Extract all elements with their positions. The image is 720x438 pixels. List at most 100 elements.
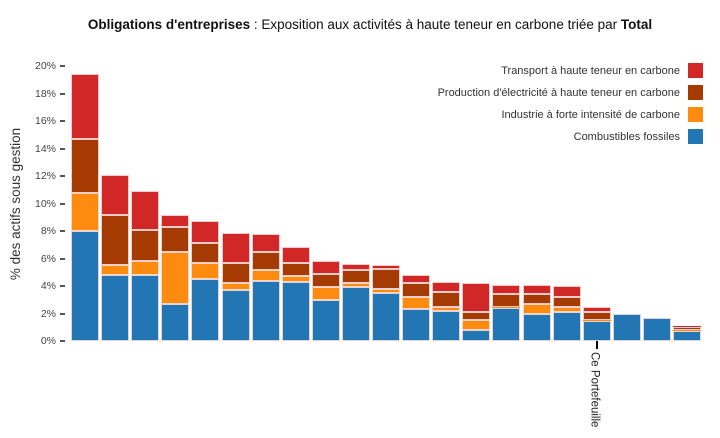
legend-item-label: Transport à haute teneur en carbone	[501, 64, 680, 77]
bar-segment[interactable]	[462, 319, 491, 330]
y-tick-mark	[60, 230, 65, 232]
bar-segment[interactable]	[582, 312, 611, 320]
bar-segment[interactable]	[221, 290, 250, 341]
bar-segment[interactable]	[673, 325, 701, 328]
bar-segment[interactable]	[673, 330, 701, 341]
bar-segment[interactable]	[281, 246, 310, 263]
bar-segment[interactable]	[372, 289, 400, 293]
bar-segment[interactable]	[522, 313, 551, 341]
bar-segment[interactable]	[161, 251, 190, 304]
bar-segment[interactable]	[492, 308, 521, 341]
bar-segment[interactable]	[251, 233, 280, 252]
bar-segment[interactable]	[341, 283, 370, 288]
bar-segment[interactable]	[402, 297, 431, 309]
bar-segment[interactable]	[251, 251, 280, 270]
bar-segment[interactable]	[131, 229, 160, 262]
bar-segment[interactable]	[432, 291, 461, 307]
bar-segment[interactable]	[281, 262, 310, 277]
x-tick-mark	[595, 341, 598, 349]
bar-segment[interactable]	[191, 262, 220, 280]
bar-segment[interactable]	[582, 306, 611, 313]
bar-segment[interactable]	[402, 283, 431, 297]
bar-segment[interactable]	[311, 273, 340, 288]
bar-segment[interactable]	[402, 275, 431, 284]
legend-item[interactable]: Industrie à forte intensité de carbone	[438, 107, 703, 122]
bar-segment[interactable]	[251, 269, 280, 281]
bar-segment[interactable]	[191, 220, 220, 244]
bar-segment[interactable]	[131, 261, 160, 275]
bar-segment[interactable]	[101, 265, 130, 275]
y-tick-label: 2%	[40, 307, 56, 320]
bar-segment[interactable]	[673, 330, 701, 331]
y-tick-mark	[60, 312, 65, 315]
bar-segment[interactable]	[462, 312, 491, 320]
bar-segment[interactable]	[101, 214, 130, 266]
bar-segment[interactable]	[462, 283, 491, 313]
bar-segment[interactable]	[131, 191, 160, 230]
legend-item[interactable]: Combustibles fossiles	[438, 129, 703, 144]
bar-segment[interactable]	[522, 293, 551, 304]
bar-segment[interactable]	[191, 243, 220, 263]
bar-segment[interactable]	[71, 138, 99, 193]
bar-segment[interactable]	[582, 321, 611, 341]
bar-segment[interactable]	[432, 311, 461, 341]
bar-segment[interactable]	[101, 174, 130, 215]
bar-segment[interactable]	[311, 261, 340, 274]
bar-segment[interactable]	[161, 214, 190, 227]
bar-segment[interactable]	[462, 330, 491, 341]
y-tick-label: 0%	[40, 335, 56, 347]
legend-item[interactable]: Production d'électricité à haute teneur …	[438, 85, 703, 100]
chart-title-suffix: Total	[620, 17, 653, 32]
y-tick-label: 18%	[34, 87, 56, 100]
chart-title-middle: : Exposition aux activités à haute teneu…	[250, 17, 621, 32]
bar-segment[interactable]	[191, 279, 220, 341]
x-tick-label: Ce Portefeuille	[588, 352, 601, 428]
bar-segment[interactable]	[161, 226, 190, 252]
y-tick-mark	[60, 65, 65, 67]
bar-segment[interactable]	[221, 233, 250, 264]
legend-item-label: Industrie à forte intensité de carbone	[501, 108, 680, 121]
bar-segment[interactable]	[221, 283, 250, 291]
bar-segment[interactable]	[582, 319, 611, 322]
bar-segment[interactable]	[522, 285, 551, 294]
bar-segment[interactable]	[341, 269, 370, 284]
legend-item[interactable]: Transport à haute teneur en carbone	[438, 63, 703, 78]
bar-segment[interactable]	[492, 294, 521, 307]
bar-segment[interactable]	[372, 268, 400, 290]
bar-segment[interactable]	[552, 297, 581, 307]
bar-segment[interactable]	[522, 303, 551, 314]
y-tick-mark	[60, 120, 65, 122]
bar-segment[interactable]	[101, 275, 130, 341]
bar-segment[interactable]	[161, 303, 190, 341]
bar-segment[interactable]	[341, 287, 370, 341]
bar-segment[interactable]	[432, 306, 461, 312]
legend-swatch-icon	[688, 63, 703, 78]
bar-segment[interactable]	[552, 306, 581, 313]
legend-item-label: Combustibles fossiles	[573, 130, 680, 143]
bar-segment[interactable]	[71, 74, 99, 139]
bar-segment[interactable]	[71, 192, 99, 231]
bar-segment[interactable]	[642, 318, 671, 341]
bar-segment[interactable]	[673, 327, 701, 330]
bar-segment[interactable]	[341, 264, 370, 270]
plot-area: % des actifs sous gestion 0% 2% 4% 6% 8% 10% 1…	[8, 60, 711, 427]
bar-segment[interactable]	[131, 275, 160, 341]
bar-segment[interactable]	[372, 292, 400, 341]
bar-segment[interactable]	[311, 287, 340, 300]
bar-segment[interactable]	[492, 306, 521, 308]
chart-title-prefix: Obligations d'entreprises	[87, 17, 251, 32]
bar-segment[interactable]	[492, 285, 521, 295]
bar-segment[interactable]	[552, 312, 581, 341]
bar-segment[interactable]	[552, 286, 581, 297]
y-tick-mark	[60, 175, 65, 177]
bar-segment[interactable]	[612, 313, 641, 341]
bar-segment[interactable]	[71, 231, 99, 341]
bar-segment[interactable]	[251, 280, 280, 341]
bar-segment[interactable]	[311, 299, 340, 341]
bar-segment[interactable]	[432, 281, 461, 292]
bar-segment[interactable]	[402, 308, 431, 341]
bar-segment[interactable]	[221, 263, 250, 284]
bar-segment[interactable]	[281, 276, 310, 282]
bar-segment[interactable]	[372, 265, 400, 269]
bar-segment[interactable]	[281, 281, 310, 341]
